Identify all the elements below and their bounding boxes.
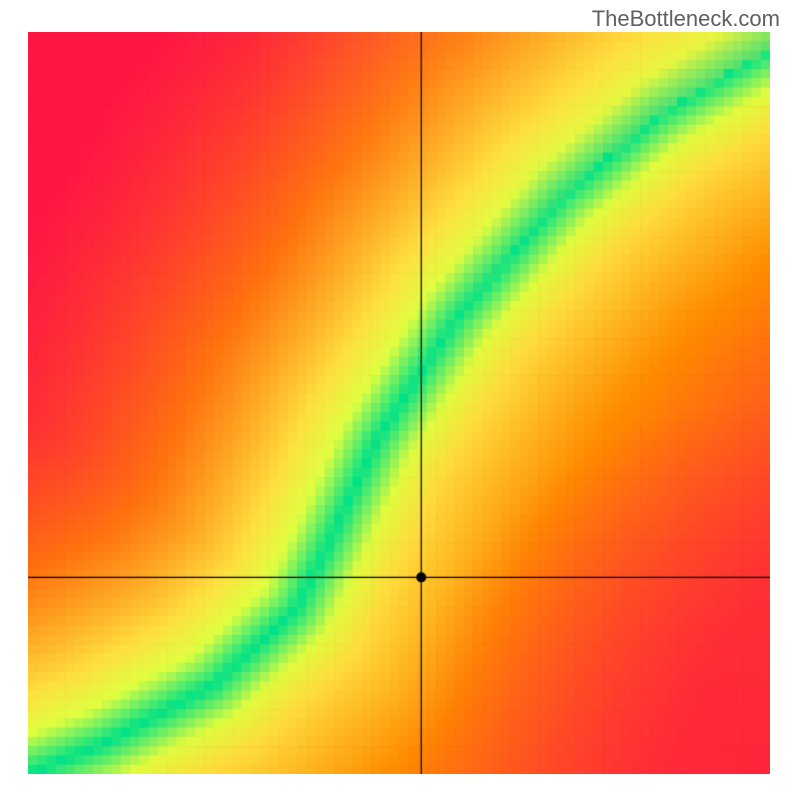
heatmap-area: [28, 32, 770, 774]
chart-container: TheBottleneck.com: [0, 0, 800, 800]
watermark-text: TheBottleneck.com: [592, 6, 780, 32]
heatmap-canvas: [28, 32, 770, 774]
